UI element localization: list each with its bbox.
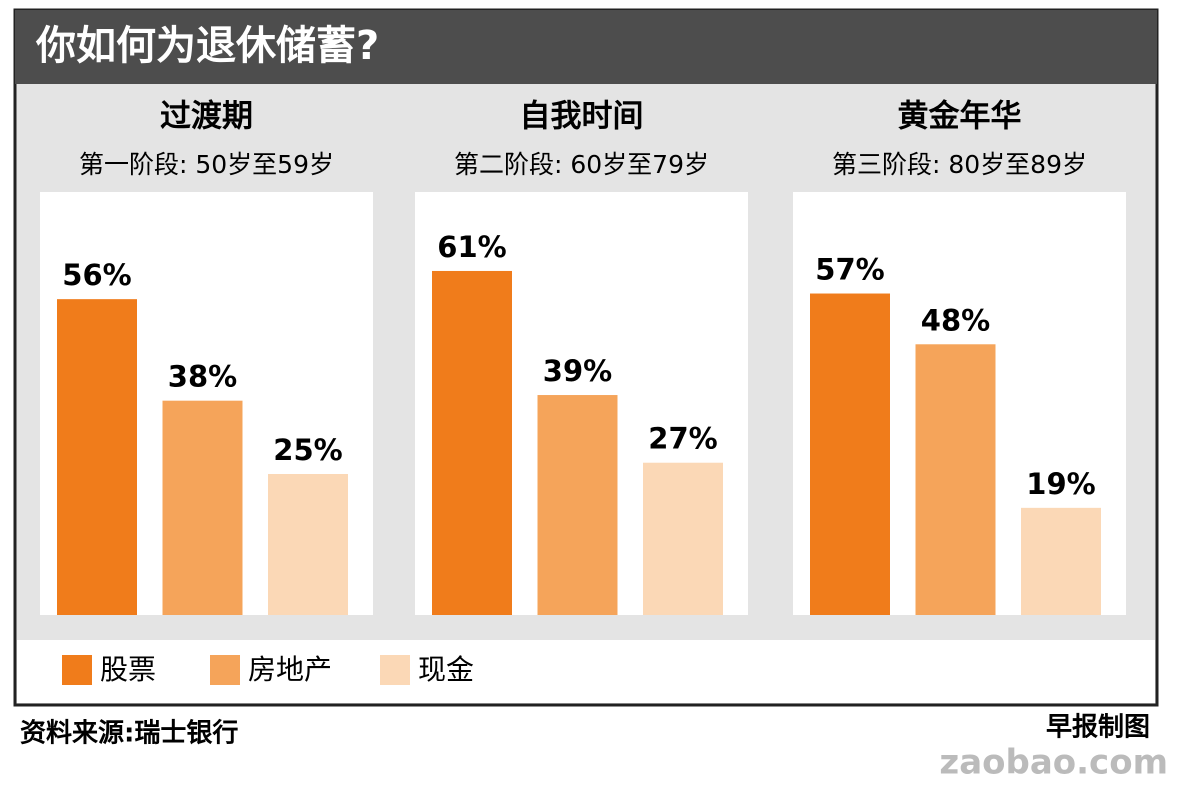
watermark: zaobao.com <box>939 743 1168 783</box>
bar <box>643 462 723 615</box>
legend-swatch <box>380 655 410 685</box>
legend-label: 现金 <box>418 653 474 686</box>
panel-title: 黄金年华 <box>898 99 1022 135</box>
bar <box>810 293 890 615</box>
value-label: 56% <box>62 258 131 292</box>
bar <box>162 400 243 615</box>
source: 资料来源:瑞士银行 <box>20 718 238 749</box>
bar <box>537 395 618 615</box>
bar <box>268 474 348 615</box>
value-label: 61% <box>437 230 506 264</box>
bar <box>915 344 996 615</box>
panel-title: 自我时间 <box>520 99 644 135</box>
credit: 早报制图 <box>1046 712 1150 743</box>
value-label: 38% <box>168 360 237 394</box>
legend-swatch <box>62 655 92 685</box>
value-label: 48% <box>921 303 990 337</box>
bar <box>432 270 512 615</box>
value-label: 39% <box>543 354 612 388</box>
bar <box>57 299 137 615</box>
bar <box>1021 507 1101 615</box>
legend-swatch <box>210 655 240 685</box>
header-bar <box>15 10 1157 84</box>
legend-area <box>17 640 1155 703</box>
title: 你如何为退休储蓄? <box>35 23 379 69</box>
panel-subtitle: 第三阶段: 80岁至89岁 <box>832 150 1087 179</box>
panel-subtitle: 第二阶段: 60岁至79岁 <box>454 150 709 179</box>
value-label: 19% <box>1026 467 1095 501</box>
panel-subtitle: 第一阶段: 50岁至59岁 <box>79 150 334 179</box>
panel-title: 过渡期 <box>160 99 253 135</box>
value-label: 25% <box>273 433 342 467</box>
value-label: 57% <box>815 253 884 287</box>
value-label: 27% <box>648 422 717 456</box>
legend-label: 房地产 <box>248 653 332 686</box>
legend-label: 股票 <box>100 653 156 686</box>
